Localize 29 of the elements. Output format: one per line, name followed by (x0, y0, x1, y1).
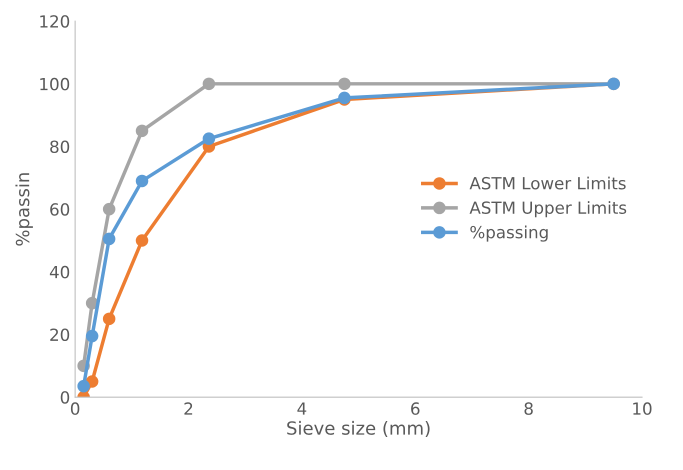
legend-label: ASTM Lower Limits (470, 176, 626, 190)
y-tick-label: 60 (50, 203, 70, 216)
y-tick-label: 100 (40, 78, 70, 90)
x-tick-label: 8 (524, 402, 533, 415)
point (86, 330, 98, 342)
y-tick-label: 0 (60, 391, 70, 404)
y-tick-label: 80 (50, 140, 70, 154)
point (136, 174, 148, 188)
point (202, 132, 216, 145)
x-axis-title: Sieve size (mm) (287, 420, 430, 438)
y-tick-label: 20 (50, 328, 70, 342)
point (202, 78, 216, 90)
legend-label: ASTM Upper Limits (470, 201, 626, 218)
y-tick-label: 40 (50, 266, 70, 278)
point (102, 312, 116, 326)
x-tick-label: 2 (184, 402, 192, 415)
point (102, 202, 116, 216)
legend-label: %passing (470, 226, 548, 242)
y-axis-title: %passin (15, 173, 33, 246)
x-tick-label: 4 (297, 402, 306, 415)
point (136, 124, 148, 138)
point (102, 232, 116, 246)
x-tick-label: 0 (70, 402, 80, 415)
point (338, 78, 351, 90)
x-tick-label: 10 (633, 402, 652, 415)
x-tick-label: 6 (411, 402, 420, 415)
point (136, 234, 148, 247)
point (77, 380, 90, 392)
y-tick-label: 120 (40, 15, 70, 28)
